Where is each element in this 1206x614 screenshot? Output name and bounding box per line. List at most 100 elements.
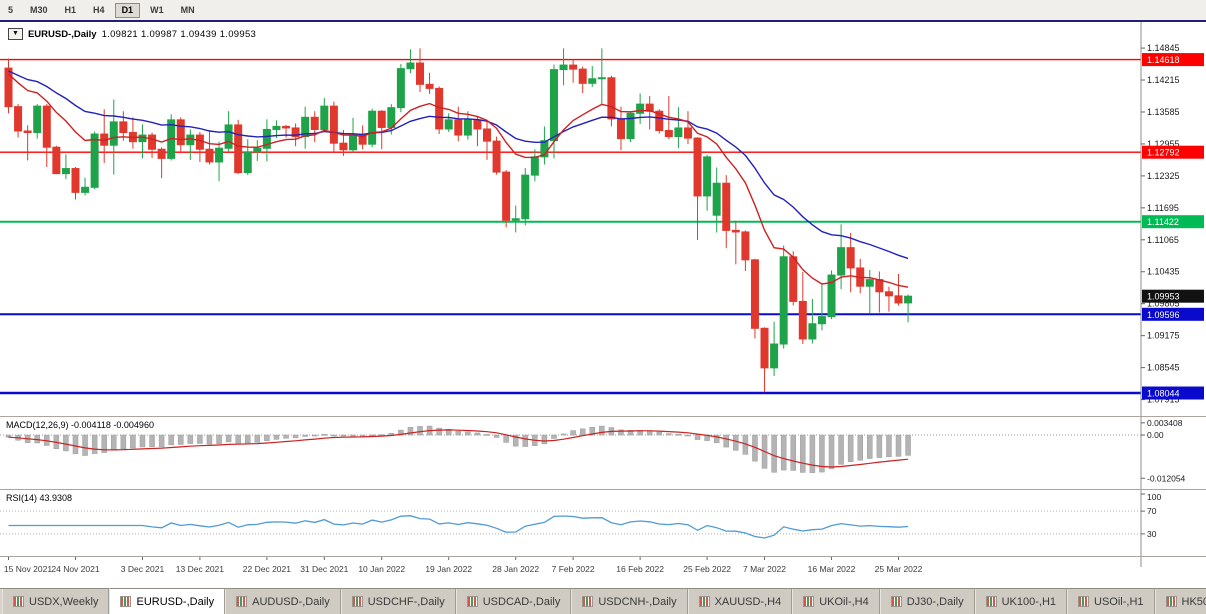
macd-values: -0.004118 -0.004960 [71,420,154,430]
time-axis[interactable]: 15 Nov 2021 24 Nov 2021 3 Dec 2021 13 Dec 2… [0,557,1206,588]
svg-text:7 Mar 2022: 7 Mar 2022 [743,564,786,574]
svg-text:70: 70 [1147,506,1157,516]
svg-text:30: 30 [1147,529,1157,539]
timeframe-button-d1[interactable]: D1 [114,2,141,18]
mini-chart-icon [351,596,363,607]
macd-axis[interactable]: 0.003408 0.00 -0.012054 [1140,417,1186,489]
svg-text:28 Jan 2022: 28 Jan 2022 [492,564,539,574]
rsi-value: 43.9308 [39,493,73,503]
symbol-label: EURUSD-,Daily [27,28,97,40]
svg-text:1.14215: 1.14215 [1147,75,1180,85]
chart-tab-usdcad-daily[interactable]: USDCAD-,Daily [455,589,572,614]
rsi-line [8,515,909,539]
mini-chart-icon [120,596,132,607]
macd-name: MACD(12,26,9) [6,420,69,430]
chart-tab-uk100-h1[interactable]: UK100-,H1 [974,589,1068,614]
svg-text:31 Dec 2021: 31 Dec 2021 [300,564,348,574]
svg-text:10 Jan 2022: 10 Jan 2022 [358,564,405,574]
ohlc-values: 1.09821 1.09987 1.09439 1.09953 [101,28,257,40]
svg-text:1.12792: 1.12792 [1147,148,1180,158]
svg-text:0.00: 0.00 [1147,430,1164,440]
chart-tab-dj30-daily[interactable]: DJ30-,Daily [879,589,975,614]
chart-tab-usoil-h1[interactable]: USOil-,H1 [1067,589,1155,614]
window-border-top [0,20,1206,22]
symbol-dropdown-button[interactable]: ▼ [8,28,23,40]
chart-tab-usdchf-daily[interactable]: USDCHF-,Daily [340,589,456,614]
chart-tab-hk50-h1[interactable]: HK50-,H1 [1154,589,1206,614]
timeframe-toolbar: 5 M30 H1 H4 D1 W1 MN [0,0,1206,21]
chart-tab-eurusd-daily[interactable]: EURUSD-,Daily [109,588,226,614]
mini-chart-icon [466,596,478,607]
chart-tab-label: USDCNH-,Daily [598,595,677,608]
svg-text:3 Dec 2021: 3 Dec 2021 [121,564,165,574]
svg-text:1.08044: 1.08044 [1147,389,1180,399]
svg-text:16 Mar 2022: 16 Mar 2022 [808,564,856,574]
chart-tab-label: USDX,Weekly [29,595,99,608]
svg-text:1.07915: 1.07915 [1147,395,1180,405]
timeframe-button-5[interactable]: 5 [8,4,14,15]
svg-text:1.08545: 1.08545 [1147,363,1180,373]
macd-chart[interactable]: 0.003408 0.00 -0.012054 [0,417,1206,489]
rsi-axis[interactable]: 100 70 30 [1140,490,1161,556]
moving-averages [8,70,909,288]
candles [4,48,913,393]
price-chart[interactable]: 1.14845 1.14215 1.13585 1.12955 1.12325 1.116… [0,22,1206,416]
timeframe-button-mn[interactable]: MN [180,4,195,15]
rsi-name: RSI(14) [6,493,38,503]
svg-text:24 Nov 2021: 24 Nov 2021 [51,564,99,574]
rsi-label: RSI(14) 43.9308 [6,493,72,503]
chart-tab-usdx-weekly[interactable]: USDX,Weekly [2,589,110,614]
price-axis[interactable]: 1.14845 1.14215 1.13585 1.12955 1.12325 1.116… [1140,22,1204,416]
svg-text:100: 100 [1147,492,1161,502]
svg-text:1.11065: 1.11065 [1147,235,1179,245]
time-axis-panel[interactable]: 15 Nov 2021 24 Nov 2021 3 Dec 2021 13 Dec 2… [0,556,1206,589]
mini-chart-icon [582,596,594,607]
svg-text:1.12325: 1.12325 [1147,171,1180,181]
chart-tab-label: UK100-,H1 [1001,595,1057,608]
chart-tab-xauusd-h4[interactable]: XAUUSD-,H4 [687,589,793,614]
timeframe-button-m30[interactable]: M30 [30,4,48,15]
chart-tab-label: USDCHF-,Daily [367,595,445,608]
svg-text:1.11422: 1.11422 [1147,217,1179,227]
mini-chart-icon [890,596,902,607]
macd-signal-line [8,429,909,468]
horizontal-lines[interactable] [0,58,1141,395]
macd-histogram [5,425,911,473]
timeframe-button-h4[interactable]: H4 [93,4,105,15]
svg-text:16 Feb 2022: 16 Feb 2022 [616,564,664,574]
svg-text:19 Jan 2022: 19 Jan 2022 [425,564,472,574]
chart-tab-audusd-daily[interactable]: AUDUSD-,Daily [225,589,341,614]
svg-text:1.14845: 1.14845 [1147,43,1180,53]
chart-tab-usdcnh-daily[interactable]: USDCNH-,Daily [571,589,688,614]
svg-text:1.11695: 1.11695 [1147,203,1179,213]
chart-tab-label: HK50-,H1 [1181,595,1206,608]
rsi-panel[interactable]: 100 70 30 [0,489,1206,557]
svg-text:13 Dec 2021: 13 Dec 2021 [176,564,224,574]
price-chart-panel[interactable]: 1.14845 1.14215 1.13585 1.12955 1.12325 1.116… [0,22,1206,416]
svg-text:15 Nov 2021: 15 Nov 2021 [4,564,52,574]
svg-text:1.09953: 1.09953 [1147,292,1180,302]
chart-tab-ukoil-h4[interactable]: UKOil-,H4 [792,589,880,614]
mini-chart-icon [1165,596,1177,607]
timeframe-button-w1[interactable]: W1 [150,4,164,15]
mini-chart-icon [803,596,815,607]
macd-panel[interactable]: 0.003408 0.00 -0.012054 [0,416,1206,490]
timeframe-button-h1[interactable]: H1 [64,4,77,15]
mini-chart-icon [236,596,248,607]
svg-text:1.10435: 1.10435 [1147,267,1180,277]
svg-text:1.09805: 1.09805 [1147,299,1180,309]
svg-text:25 Feb 2022: 25 Feb 2022 [683,564,731,574]
svg-text:25 Mar 2022: 25 Mar 2022 [875,564,923,574]
chart-tab-label: USDCAD-,Daily [482,595,561,608]
chart-title: ▼ EURUSD-,Daily 1.09821 1.09987 1.09439 … [8,28,256,40]
rsi-chart[interactable]: 100 70 30 [0,490,1206,556]
chart-tabs-bar: USDX,Weekly EURUSD-,Daily AUDUSD-,Daily USD… [0,588,1206,614]
chart-tab-label: USOil-,H1 [1094,595,1144,608]
svg-text:-0.012054: -0.012054 [1147,473,1186,483]
svg-text:1.14618: 1.14618 [1147,55,1180,65]
svg-text:1.13585: 1.13585 [1147,107,1180,117]
chart-tab-label: AUDUSD-,Daily [252,595,330,608]
svg-text:0.003408: 0.003408 [1147,418,1183,428]
chart-tab-label: DJ30-,Daily [906,595,964,608]
chart-tab-label: EURUSD-,Daily [136,595,215,608]
